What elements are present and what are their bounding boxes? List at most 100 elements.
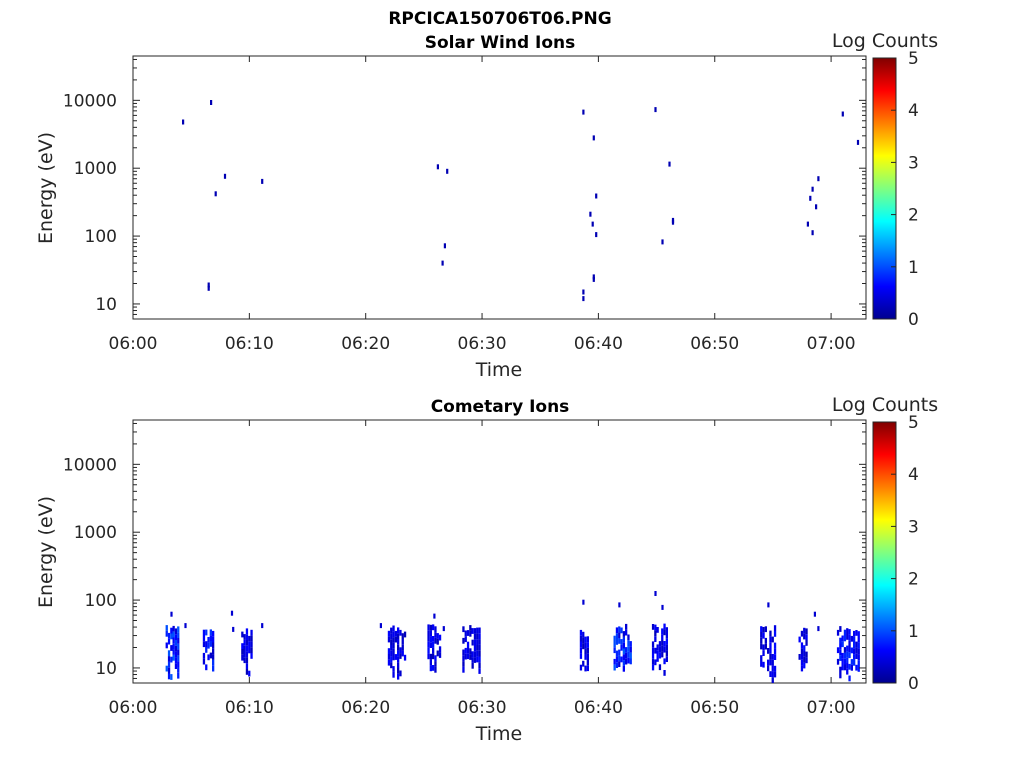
data-cell — [627, 646, 630, 652]
data-cell — [769, 630, 772, 637]
data-cell — [432, 624, 435, 631]
x-tick-label: 07:00 — [807, 698, 856, 718]
data-cell — [654, 659, 657, 666]
data-cell — [654, 624, 657, 631]
data-cell — [843, 635, 847, 642]
data-cell — [436, 638, 439, 645]
data-cell — [478, 656, 481, 663]
data-cell — [622, 648, 625, 655]
data-cell — [250, 635, 253, 642]
data-point — [436, 164, 439, 170]
data-cell — [212, 654, 215, 660]
data-cluster — [760, 625, 777, 683]
data-cell — [471, 657, 474, 663]
data-cell — [853, 648, 856, 655]
data-point — [207, 282, 210, 288]
data-cell — [582, 643, 585, 650]
data-point — [809, 195, 812, 201]
data-cell — [390, 627, 393, 634]
data-cell — [841, 658, 844, 665]
data-cell — [207, 654, 210, 661]
data-cell — [172, 625, 175, 632]
data-cell — [177, 667, 180, 673]
data-cell — [248, 670, 251, 677]
data-cell — [625, 647, 628, 653]
data-cell — [243, 645, 246, 652]
data-cell — [848, 634, 851, 641]
axes-solar-wind: 06:00 06:10 06:20 06:30 06:40 06:50 07:00 10 100… — [63, 56, 866, 354]
data-cell — [466, 653, 470, 660]
data-cell — [769, 648, 772, 654]
data-cell — [170, 645, 173, 651]
data-cell — [803, 662, 806, 669]
y-tick-label: 1000 — [74, 159, 117, 179]
data-point — [661, 604, 664, 610]
data-cell — [469, 625, 472, 631]
x-tick-label: 06:40 — [574, 698, 623, 718]
colorbar-label-cometary: Log Counts — [832, 394, 938, 416]
data-cell — [436, 633, 439, 639]
data-point — [591, 221, 594, 227]
data-cell — [803, 633, 806, 640]
data-cell — [392, 631, 395, 638]
data-point — [671, 219, 675, 225]
data-cell — [658, 664, 662, 671]
data-point — [806, 221, 809, 227]
data-cell — [665, 633, 668, 639]
plot-area-solar-wind — [132, 55, 867, 320]
data-cell — [167, 650, 171, 657]
data-cell — [172, 643, 175, 650]
colorbar-tick-label: 5 — [908, 413, 919, 433]
data-cell — [839, 626, 842, 632]
data-cell — [462, 637, 465, 644]
data-cell — [177, 626, 180, 633]
data-cell — [846, 645, 849, 652]
data-cell — [771, 636, 774, 643]
data-cell — [245, 651, 249, 658]
data-cell — [843, 664, 847, 671]
data-cell — [432, 665, 435, 671]
colorbar-tick-label: 1 — [908, 258, 919, 278]
data-cell — [466, 641, 470, 648]
data-cell — [663, 670, 666, 676]
data-cell — [177, 649, 180, 656]
data-cell — [857, 637, 860, 643]
data-point — [841, 111, 844, 117]
data-cell — [243, 657, 246, 664]
data-cell — [401, 639, 404, 645]
data-cell — [629, 658, 632, 665]
data-cell — [170, 633, 173, 640]
data-cell — [207, 642, 210, 649]
data-cell — [760, 661, 763, 667]
data-point — [817, 176, 820, 182]
x-axis-label-cometary: Time — [475, 723, 523, 745]
data-cluster — [462, 625, 481, 674]
data-cell — [466, 647, 470, 654]
data-cell — [622, 660, 625, 666]
data-point — [592, 135, 595, 141]
data-cell — [464, 636, 467, 643]
data-point — [232, 626, 235, 632]
data-cell — [760, 632, 763, 638]
data-cell — [848, 652, 851, 659]
data-cell — [656, 644, 659, 651]
data-cell — [427, 630, 430, 636]
data-cluster — [202, 629, 215, 672]
data-cell — [613, 658, 616, 665]
data-cell — [846, 651, 849, 658]
data-cell — [250, 647, 253, 653]
data-cell — [651, 658, 655, 665]
data-cell — [625, 623, 628, 630]
data-cell — [167, 667, 171, 674]
data-cell — [627, 651, 630, 658]
x-tick-label: 06:50 — [690, 334, 739, 354]
data-cell — [841, 635, 844, 642]
y-tick-label: 1000 — [74, 523, 117, 543]
data-cell — [471, 628, 474, 634]
data-cell — [241, 643, 244, 649]
data-cell — [654, 630, 657, 637]
data-cell — [618, 632, 621, 638]
data-cell — [167, 673, 171, 680]
data-cell — [245, 645, 249, 652]
data-cell — [478, 644, 481, 651]
